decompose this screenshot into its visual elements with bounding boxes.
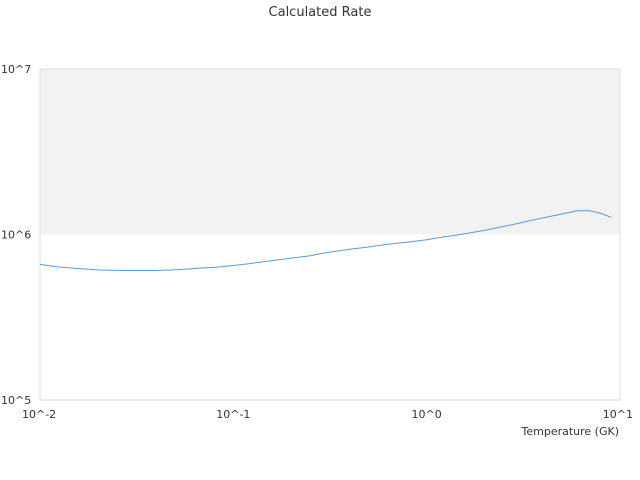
x-axis-title: Temperature (GK) <box>521 425 620 438</box>
y-tick-label: 10^7 <box>1 63 31 76</box>
x-axis: 10^-2 10^-1 10^0 10^1 <box>22 408 633 421</box>
x-tick-label: 10^-2 <box>22 408 56 421</box>
y-tick-label: 10^5 <box>1 394 31 407</box>
x-tick-label: 10^-1 <box>216 408 250 421</box>
y-tick-label: 10^6 <box>1 229 31 242</box>
plot-frame <box>39 68 621 401</box>
y-axis: 10^5 10^6 10^7 <box>1 63 31 407</box>
rate-series-line <box>39 210 612 271</box>
x-tick-label: 10^1 <box>603 408 633 421</box>
chart-title: Calculated Rate <box>269 5 372 20</box>
x-tick-label: 10^0 <box>412 408 442 421</box>
shaded-band <box>40 69 620 235</box>
